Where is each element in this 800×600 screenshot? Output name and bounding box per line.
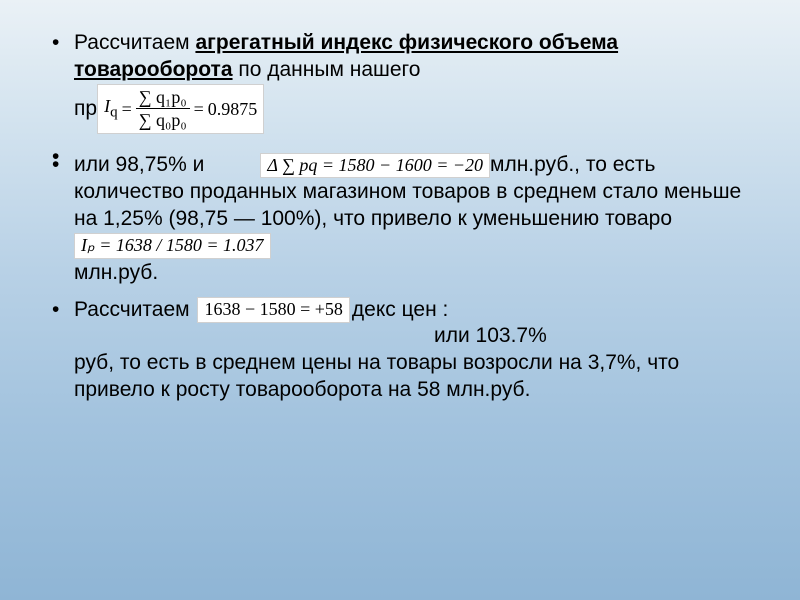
formula-ip: Iₚ = 1638 / 1580 = 1.037 (74, 233, 271, 259)
slide: Рассчитаем агрегатный индекс физического… (0, 0, 800, 600)
formula-iq-bar (136, 108, 190, 109)
bullet-2: или 98,75% и Δ ∑ pq = 1580 − 1600 = −20 … (50, 152, 760, 286)
bullet-list: Рассчитаем агрегатный индекс физического… (50, 30, 760, 404)
formula-iq-rhs: 0.9875 (208, 100, 258, 118)
b2-t1: или 98,75% и (74, 152, 204, 179)
formula-diff-58: 1638 − 1580 = +58 (197, 297, 349, 323)
b2-t2: млн.руб., то есть (490, 152, 655, 179)
b2-row1: или 98,75% и Δ ∑ pq = 1580 − 1600 = −20 … (74, 152, 760, 179)
formula-diff-58-text: 1638 − 1580 = +58 (204, 300, 342, 318)
formula-iq: Iq = ∑ q₁p₀ ∑ q₀p₀ = 0.9875 (97, 84, 264, 134)
spacer-1 (50, 144, 760, 152)
formula-iq-eq2: = (194, 100, 204, 118)
b1-suffix1: по данным нашего (233, 58, 421, 81)
formula-iq-den: ∑ q₀p₀ (136, 110, 190, 131)
formula-ip-text: Iₚ = 1638 / 1580 = 1.037 (81, 236, 264, 254)
formula-iq-num: ∑ q₁p₀ (136, 87, 190, 108)
formula-delta-pq: Δ ∑ pq = 1580 − 1600 = −20 (260, 153, 490, 179)
b3-t2: или 103.7% (434, 324, 547, 347)
b2-t3: количество проданных магазином товаров в… (74, 180, 741, 230)
bullet-3: Рассчитаем 1638 − 1580 = +58 декс цен : и… (50, 297, 760, 405)
b3-t1: Рассчитаем (74, 298, 195, 321)
formula-iq-eq: = (122, 100, 132, 118)
formula-delta-pq-text: Δ ∑ pq = 1580 − 1600 = −20 (267, 156, 483, 174)
bullet-1: Рассчитаем агрегатный индекс физического… (50, 30, 760, 134)
b1-line2: пр Iq = ∑ q₁p₀ ∑ q₀p₀ = 0.9875 (74, 84, 760, 134)
b3-t3: руб, то есть в среднем цены на товары во… (74, 351, 679, 401)
b3-t1b: декс цен : (352, 298, 448, 321)
formula-iq-lhs: Iq (104, 97, 118, 121)
b2-t4: млн.руб. (74, 261, 158, 284)
b1-prefix: Рассчитаем (74, 31, 195, 54)
formula-iq-frac: ∑ q₁p₀ ∑ q₀p₀ (136, 87, 190, 131)
b1-line2-prefix: пр (74, 84, 97, 123)
